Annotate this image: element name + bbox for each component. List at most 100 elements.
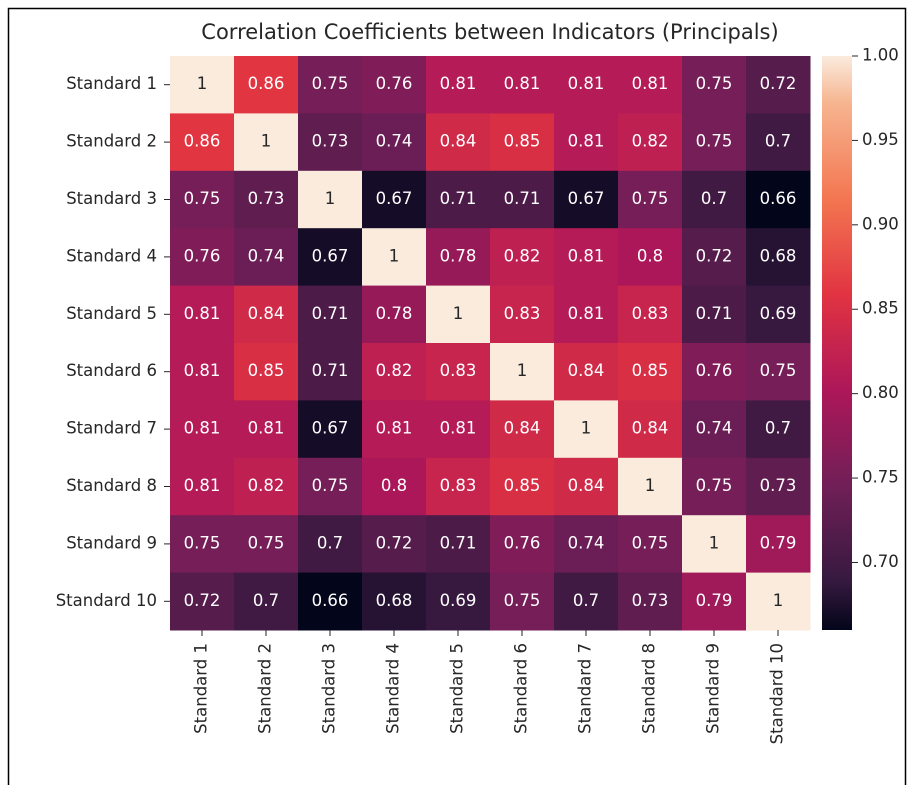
x-tick-label: Standard 9 xyxy=(704,643,723,734)
cell-label: 0.72 xyxy=(696,246,733,265)
heatmap-cell xyxy=(426,515,491,574)
y-tick-label: Standard 6 xyxy=(66,361,157,380)
heatmap-cell xyxy=(170,56,235,114)
cell-label: 0.71 xyxy=(312,361,349,380)
heatmap-cell xyxy=(362,285,427,344)
cell-label: 0.84 xyxy=(248,304,285,323)
cell-label: 0.7 xyxy=(573,591,599,610)
colorbar-tick-label: 0.95 xyxy=(862,130,899,149)
heatmap-cell xyxy=(554,228,619,287)
cell-label: 0.75 xyxy=(696,132,733,151)
cell-label: 0.73 xyxy=(760,476,797,495)
heatmap-cell xyxy=(682,457,747,516)
cell-label: 0.74 xyxy=(376,132,413,151)
cell-label: 0.76 xyxy=(184,246,221,265)
heatmap-cell xyxy=(618,113,683,172)
colorbar-tick-label: 1.00 xyxy=(862,46,899,65)
cell-label: 0.7 xyxy=(701,189,727,208)
cell-label: 0.84 xyxy=(504,419,541,438)
heatmap-cell xyxy=(362,56,427,114)
cell-label: 0.86 xyxy=(248,74,285,93)
colorbar-tick-label: 0.75 xyxy=(862,468,899,487)
cell-label: 0.84 xyxy=(632,419,669,438)
cell-label: 0.82 xyxy=(504,246,541,265)
heatmap-cell xyxy=(362,400,427,459)
heatmap-cell xyxy=(490,457,555,516)
heatmap-cell xyxy=(234,285,299,344)
colorbar-tick-label: 0.85 xyxy=(862,299,899,318)
heatmap-cell xyxy=(362,515,427,574)
cell-label: 0.83 xyxy=(504,304,541,323)
heatmap-cell xyxy=(682,113,747,172)
heatmap-cell xyxy=(298,285,363,344)
cell-label: 0.75 xyxy=(696,476,733,495)
cell-label: 0.75 xyxy=(312,74,349,93)
cell-label: 0.73 xyxy=(632,591,669,610)
cell-label: 0.84 xyxy=(568,476,605,495)
heatmap-cell xyxy=(682,285,747,344)
x-tick-label: Standard 4 xyxy=(384,643,403,734)
cell-label: 0.86 xyxy=(184,132,221,151)
heatmap-cell xyxy=(298,228,363,287)
heatmap-cell xyxy=(170,285,235,344)
cell-label: 1 xyxy=(773,591,784,610)
heatmap-cell xyxy=(298,572,363,631)
cell-label: 1 xyxy=(325,189,336,208)
y-tick-label: Standard 1 xyxy=(66,74,157,93)
x-tick-label: Standard 8 xyxy=(640,643,659,734)
heatmap-cell xyxy=(490,56,555,114)
heatmap-cell xyxy=(426,285,491,344)
heatmap-cell xyxy=(746,228,811,287)
cell-label: 0.84 xyxy=(440,132,477,151)
heatmap-cell xyxy=(554,400,619,459)
x-tick-label: Standard 5 xyxy=(448,643,467,734)
y-tick-label: Standard 4 xyxy=(66,246,157,265)
cell-label: 0.8 xyxy=(381,476,407,495)
heatmap-cell xyxy=(426,170,491,229)
heatmap-cell xyxy=(618,170,683,229)
heatmap-cell xyxy=(554,56,619,114)
cell-label: 1 xyxy=(645,476,656,495)
cell-label: 0.69 xyxy=(760,304,797,323)
heatmap-cell xyxy=(234,343,299,401)
colorbar-tick-label: 0.70 xyxy=(862,552,899,571)
y-tick-label: Standard 2 xyxy=(66,132,157,151)
cell-label: 0.68 xyxy=(376,591,413,610)
cell-label: 0.81 xyxy=(568,132,605,151)
heatmap-cell xyxy=(618,400,683,459)
cell-label: 0.72 xyxy=(760,74,797,93)
heatmap-cell xyxy=(618,285,683,344)
cell-label: 0.67 xyxy=(376,189,413,208)
cell-label: 0.75 xyxy=(696,74,733,93)
cell-label: 0.68 xyxy=(760,246,797,265)
heatmap-cell xyxy=(682,572,747,631)
colorbar-tick-label: 0.80 xyxy=(862,383,899,402)
heatmap-cell xyxy=(618,457,683,516)
cell-label: 0.75 xyxy=(248,533,285,552)
heatmap-cell xyxy=(746,572,811,631)
heatmap-cell xyxy=(682,56,747,114)
heatmap-cell xyxy=(234,457,299,516)
heatmap-cell xyxy=(170,113,235,172)
heatmap-cell xyxy=(234,56,299,114)
cell-label: 0.71 xyxy=(504,189,541,208)
cell-label: 1 xyxy=(389,246,400,265)
heatmap-cell xyxy=(298,400,363,459)
heatmap-cell xyxy=(490,170,555,229)
cell-label: 0.85 xyxy=(504,132,541,151)
cell-label: 0.85 xyxy=(632,361,669,380)
heatmap-cell xyxy=(554,343,619,401)
cell-label: 1 xyxy=(581,419,592,438)
cell-label: 1 xyxy=(453,304,464,323)
heatmap-cell xyxy=(298,515,363,574)
heatmap-cell xyxy=(554,457,619,516)
heatmap-cell xyxy=(426,572,491,631)
heatmap-cell xyxy=(234,400,299,459)
cell-label: 0.81 xyxy=(568,304,605,323)
cell-label: 0.83 xyxy=(632,304,669,323)
cell-label: 0.66 xyxy=(760,189,797,208)
cell-label: 0.67 xyxy=(312,246,349,265)
x-tick-label: Standard 1 xyxy=(192,643,211,734)
heatmap-cell xyxy=(490,113,555,172)
